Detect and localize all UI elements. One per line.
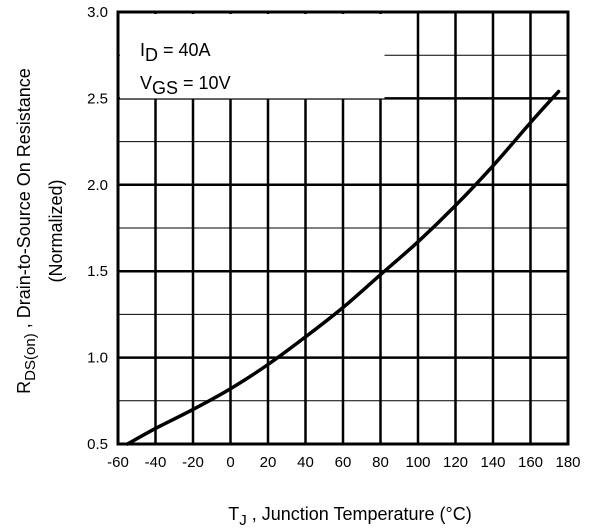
y-tick-labels: 0.5 1.0 1.5 2.0 2.5 3.0 <box>87 4 108 453</box>
annotation-subscript: GS <box>152 78 178 98</box>
annotation-subscript: D <box>145 45 158 65</box>
plot-frame <box>116 10 570 446</box>
x-tick-label: -40 <box>145 454 167 471</box>
annotation-rest: = 10V <box>178 73 231 93</box>
x-axis-title-subscript: J <box>239 512 247 529</box>
x-tick-labels: -60 -40 -20 0 20 40 60 80 100 120 140 160 180 <box>107 454 580 471</box>
x-tick-label: -60 <box>107 454 129 471</box>
x-tick-label: 120 <box>443 454 468 471</box>
annotation-rest: = 40A <box>158 40 211 60</box>
annotation-main: I <box>140 40 145 60</box>
annotation-gate-source-voltage: VGS = 10V <box>140 73 231 98</box>
x-tick-label: 100 <box>405 454 430 471</box>
y-tick-label: 3.0 <box>87 4 108 21</box>
y-tick-label: 0.5 <box>87 436 108 453</box>
annotation-box: ID = 40A VGS = 10V <box>120 14 385 99</box>
y-tick-label: 1.0 <box>87 350 108 367</box>
y-tick-label: 1.5 <box>87 263 108 280</box>
x-tick-label: -20 <box>182 454 204 471</box>
y-tick-label: 2.0 <box>87 177 108 194</box>
x-tick-label: 80 <box>372 454 389 471</box>
y-axis-title-line1: RDS(on) , Drain-to-Source On Resistance <box>14 68 39 394</box>
x-axis-title-main: T <box>228 504 239 524</box>
x-tick-label: 60 <box>335 454 352 471</box>
x-axis-title: TJ , Junction Temperature (°C) <box>228 504 471 529</box>
y-axis-title-subscript: DS(on) <box>22 333 39 381</box>
curve-layer <box>125 89 561 446</box>
y-axis-title-line2: (Normalized) <box>46 179 66 282</box>
y-axis-title-main: R <box>14 381 34 394</box>
x-tick-label: 180 <box>555 454 580 471</box>
annotation-background <box>120 14 385 99</box>
annotation-drain-current: ID = 40A <box>140 40 211 65</box>
x-tick-label: 140 <box>480 454 505 471</box>
y-tick-label: 2.5 <box>87 90 108 107</box>
annotation-main: V <box>140 73 152 93</box>
x-tick-label: 160 <box>518 454 543 471</box>
x-axis-title-rest: , Junction Temperature (°C) <box>247 504 472 524</box>
x-tick-label: 40 <box>297 454 314 471</box>
resistance-curve <box>125 89 561 446</box>
y-axis-title: RDS(on) , Drain-to-Source On Resistance … <box>14 68 66 394</box>
x-tick-label: 0 <box>226 454 234 471</box>
y-axis-title-rest: , Drain-to-Source On Resistance <box>14 68 34 333</box>
x-tick-label: 20 <box>260 454 277 471</box>
